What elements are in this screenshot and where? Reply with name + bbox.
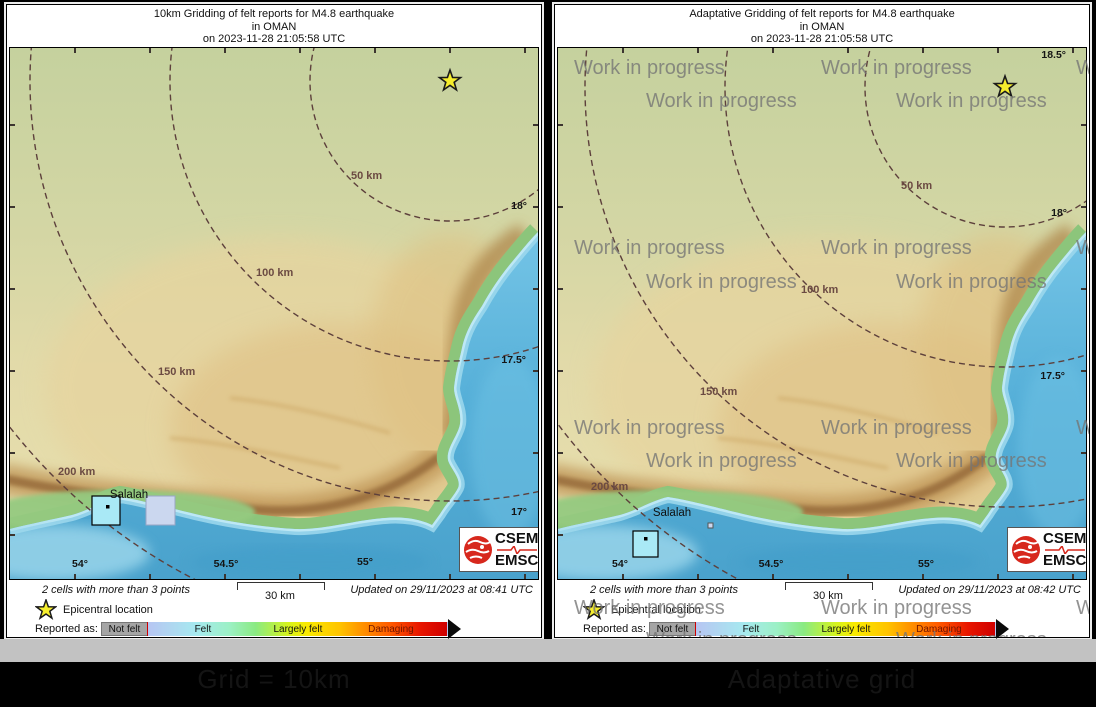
panel-title: Adaptative Gridding of felt reports for … [555, 5, 1089, 48]
logo-text-csem: CSEM [495, 529, 539, 547]
lat-label-18: 18° [1051, 207, 1067, 219]
ring-label-50km: 50 km [901, 180, 932, 192]
ring-label-100km: 100 km [801, 284, 839, 296]
colorbar-felt-label: Felt [742, 624, 760, 635]
map-canvas: 50 km 100 km 150 km 200 km 18° 17.5° 17°… [10, 48, 538, 579]
scale-bar [237, 582, 325, 590]
epicenter-legend: Epicentral location [35, 599, 153, 620]
city-label-salalah: Salalah [110, 489, 148, 501]
colorbar-arrow-icon [996, 619, 1009, 639]
lat-ticks-left [558, 48, 563, 579]
map-footer: 2 cells with more than 3 points 30 km Up… [9, 580, 539, 639]
lon-ticks-bottom [10, 574, 538, 579]
intensity-colorbar: Not felt Felt Largely felt Damaging [649, 619, 1009, 639]
scale-label: 30 km [813, 590, 843, 602]
city-label-salalah: Salalah [653, 507, 691, 519]
lon-label-55: 55° [357, 556, 373, 568]
ring-label-200km: 200 km [591, 481, 629, 493]
epicenter-legend-label: Epicentral location [611, 604, 701, 616]
cells-note: 2 cells with more than 3 points [590, 584, 738, 596]
logo-text-csem: CSEM [1043, 529, 1087, 547]
map-adaptative: 50 km 100 km 150 km 200 km 18.5° 18° 17.… [557, 47, 1087, 580]
colorbar-largely-felt-label: Largely felt [273, 624, 323, 635]
cell-data-dot [644, 537, 648, 541]
colorbar-damaging-label: Damaging [368, 624, 414, 635]
emsc-globe-icon [1012, 535, 1040, 564]
lat-label-18: 18° [511, 200, 527, 212]
lon-label-55: 55° [918, 558, 934, 570]
emsc-globe-icon [464, 535, 492, 564]
ring-label-50km: 50 km [351, 170, 382, 182]
title-line-2: in OMAN [251, 20, 297, 33]
title-line-3: on 2023-11-28 21:05:58 UTC [750, 33, 894, 45]
panel-10km-gridding: 10km Gridding of felt reports for M4.8 e… [6, 4, 542, 639]
title-line-2: in OMAN [799, 20, 845, 33]
epicenter-star-legend-icon [35, 599, 57, 619]
reported-as-label: Reported as: [35, 623, 98, 635]
seismogram-line-icon [496, 545, 537, 554]
lat-ticks-right [533, 48, 538, 579]
lon-ticks-top [558, 48, 1086, 53]
city-marker [707, 522, 714, 529]
cells-note: 2 cells with more than 3 points [42, 584, 190, 596]
map-canvas: 50 km 100 km 150 km 200 km 18.5° 18° 17.… [558, 48, 1086, 579]
felt-report-cells [91, 495, 176, 526]
relief-terrain [10, 48, 538, 579]
colorbar-not-felt: Not felt [101, 622, 147, 636]
colorbar-gradient: Felt Largely felt Damaging [146, 622, 448, 636]
epicenter-legend: Epicentral location [583, 599, 701, 620]
logo-text-emsc: EMSC [1043, 551, 1087, 569]
ring-label-200km: 200 km [58, 466, 96, 478]
colorbar-damaging-label: Damaging [916, 624, 962, 635]
title-line-1: Adaptative Gridding of felt reports for … [689, 8, 955, 20]
csem-emsc-logo: CSEM EMSC [1007, 527, 1087, 572]
logo-text-emsc: EMSC [495, 551, 539, 569]
lat-label-17: 17° [511, 506, 527, 518]
lon-ticks-top [10, 48, 538, 53]
lat-ticks-right [1081, 48, 1086, 579]
relief-terrain [558, 48, 1086, 579]
csem-emsc-logo: CSEM EMSC [459, 527, 539, 572]
colorbar-felt-label: Felt [194, 624, 212, 635]
epicenter-legend-label: Epicentral location [63, 604, 153, 616]
lat-label-17-5: 17.5° [1040, 370, 1065, 382]
seismogram-line-icon [1044, 545, 1085, 554]
panel-adaptative-gridding: Adaptative Gridding of felt reports for … [554, 4, 1090, 639]
colorbar-gradient: Felt Largely felt Damaging [694, 622, 996, 636]
bottom-gray-band [0, 639, 1096, 662]
title-line-3: on 2023-11-28 21:05:58 UTC [202, 33, 346, 45]
panel-title: 10km Gridding of felt reports for M4.8 e… [7, 5, 541, 48]
caption-grid-10km: Grid = 10km [197, 664, 351, 694]
lon-label-54-5: 54.5° [759, 558, 784, 570]
felt-report-cells [632, 522, 714, 558]
colorbar-arrow-icon [448, 619, 461, 639]
colorbar-not-felt: Not felt [649, 622, 695, 636]
caption-adaptative-grid: Adaptative grid [727, 664, 917, 694]
lat-label-17-5: 17.5° [501, 354, 526, 366]
lon-label-54: 54° [72, 558, 88, 570]
lat-ticks-left [10, 48, 15, 579]
lon-ticks-bottom [558, 574, 1086, 579]
lon-label-54-5: 54.5° [214, 558, 239, 570]
reported-as-legend: Reported as: Not felt Felt Largely felt … [583, 619, 1009, 639]
ring-label-100km: 100 km [256, 267, 294, 279]
map-footer: 2 cells with more than 3 points 30 km Up… [557, 580, 1087, 639]
reported-as-label: Reported as: [583, 623, 646, 635]
intensity-colorbar: Not felt Felt Largely felt Damaging [101, 619, 461, 639]
lon-label-54: 54° [612, 558, 628, 570]
ring-label-150km: 150 km [158, 366, 196, 378]
scale-label: 30 km [265, 590, 295, 602]
updated-timestamp: Updated on 29/11/2023 at 08:41 UTC [350, 584, 533, 596]
map-10km: 50 km 100 km 150 km 200 km 18° 17.5° 17°… [9, 47, 539, 580]
scale-bar [785, 582, 873, 590]
reported-as-legend: Reported as: Not felt Felt Largely felt … [35, 619, 461, 639]
colorbar-largely-felt-label: Largely felt [821, 624, 871, 635]
epicenter-star-legend-icon [583, 599, 605, 619]
cell-data-dot [106, 505, 110, 509]
ring-label-150km: 150 km [700, 386, 738, 398]
updated-timestamp: Updated on 29/11/2023 at 08:42 UTC [898, 584, 1081, 596]
title-line-1: 10km Gridding of felt reports for M4.8 e… [153, 8, 395, 20]
